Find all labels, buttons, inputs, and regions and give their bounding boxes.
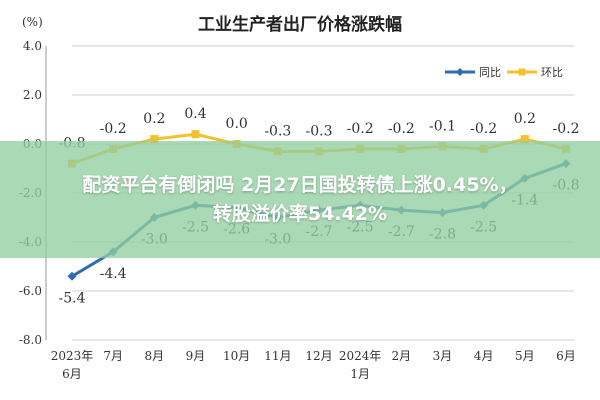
x-tick-label: 6月 [556, 349, 576, 363]
x-tick-label: 3月 [433, 349, 453, 363]
data-label: -0.3 [306, 123, 333, 139]
x-tick-label-line: 5月 [515, 349, 535, 363]
data-label: -0.1 [429, 118, 456, 134]
data-label: -0.2 [100, 121, 127, 137]
data-label: -5.4 [59, 290, 86, 306]
legend-label: 同比 [479, 66, 501, 79]
legend-label: 环比 [541, 66, 563, 79]
data-label: -0.2 [553, 121, 580, 137]
x-tick-label: 2024年 1月 [339, 349, 382, 381]
x-axis-ticks: 2023年 6月 7月 8月 9月 10月 11月 12月 2024年 1月 2月 3月 4月 5月 6月 [51, 349, 576, 381]
x-tick-label-line: 2024年 [339, 349, 382, 363]
chart-title: 工业生产者出厂价格涨跌幅 [198, 14, 402, 35]
x-tick-label-line: 11月 [264, 349, 291, 363]
overlay-banner: 配资平台有倒闭吗 2月27日国投转债上涨0.45%， 转股溢价率54.42% [0, 141, 600, 258]
data-label: 0.4 [184, 106, 206, 122]
x-tick-label: 4月 [474, 349, 494, 363]
series-point [150, 135, 159, 144]
x-tick-label-line: 7月 [103, 349, 123, 363]
x-tick-label: 2023年 6月 [51, 349, 94, 381]
x-tick-label-line: 3月 [433, 349, 453, 363]
legend-marker [518, 68, 526, 76]
y-tick-label: 2.0 [23, 88, 42, 102]
x-tick-label-line: 2月 [392, 349, 412, 363]
x-tick-label-line: 8月 [145, 349, 165, 363]
x-tick-label: 12月 [305, 349, 332, 363]
series-point [520, 135, 529, 144]
data-label: 0.2 [514, 111, 536, 127]
y-tick-label: -6.0 [19, 284, 42, 298]
x-tick-label-line: 10月 [223, 349, 250, 363]
x-tick-label-line: 12月 [305, 349, 332, 363]
x-tick-label-line: 2023年 [51, 349, 94, 363]
data-label: -0.2 [388, 121, 415, 137]
legend-marker [456, 68, 464, 76]
x-tick-label: 8月 [145, 349, 165, 363]
x-tick-label: 10月 [223, 349, 250, 363]
x-tick-label: 9月 [186, 349, 206, 363]
x-tick-label: 5月 [515, 349, 535, 363]
x-tick-label: 2月 [392, 349, 412, 363]
x-tick-label-line: 6月 [556, 349, 576, 363]
x-tick-label: 11月 [264, 349, 291, 363]
series-point [191, 130, 200, 139]
y-tick-label: -8.0 [19, 333, 42, 347]
x-tick-label-line: 9月 [186, 349, 206, 363]
data-label: -0.2 [347, 121, 374, 137]
x-tick-label-line: 1月 [350, 367, 370, 381]
data-label: 0.0 [226, 116, 248, 132]
series-point [67, 271, 77, 281]
data-label: -4.4 [100, 266, 127, 282]
x-tick-label: 7月 [103, 349, 123, 363]
legend: 同比 环比 [445, 66, 563, 79]
data-label: -0.3 [264, 123, 291, 139]
data-label: 0.2 [143, 111, 165, 127]
x-tick-label-line: 6月 [62, 367, 82, 381]
overlay-text: 配资平台有倒闭吗 2月27日国投转债上涨0.45%， 转股溢价率54.42% [82, 173, 518, 225]
y-axis-unit-label: (%) [22, 15, 43, 29]
y-tick-label: 4.0 [23, 39, 42, 53]
x-tick-label-line: 4月 [474, 349, 494, 363]
data-label: -0.2 [470, 121, 497, 137]
